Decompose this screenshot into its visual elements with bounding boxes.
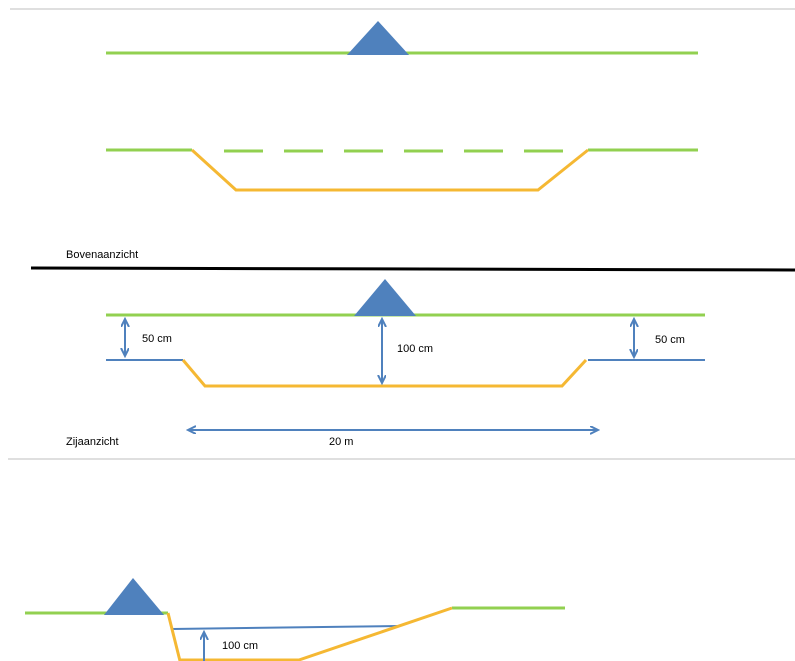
depth-label-left: 50 cm — [142, 333, 172, 345]
top-view-ditch-outline — [190, 148, 589, 192]
view-divider-line — [30, 266, 795, 272]
depth-label-right: 50 cm — [655, 334, 685, 346]
bottom-observer-marker-icon — [104, 578, 164, 615]
bottom-ditch-slope-outline — [295, 606, 453, 661]
depth-label-bottom: 100 cm — [222, 640, 258, 652]
top-view-label: Bovenaanzicht — [66, 249, 138, 261]
side-view-ditch-outline — [181, 358, 588, 388]
depth-label-center: 100 cm — [397, 343, 433, 355]
bottom-ditch-outline — [166, 612, 182, 661]
top-view-observer-marker-icon — [347, 21, 409, 55]
side-view-observer-marker-icon — [354, 279, 416, 316]
side-view-label: Zijaanzicht — [66, 436, 119, 448]
bottom-water-line — [171, 625, 401, 630]
width-label: 20 m — [329, 436, 353, 448]
